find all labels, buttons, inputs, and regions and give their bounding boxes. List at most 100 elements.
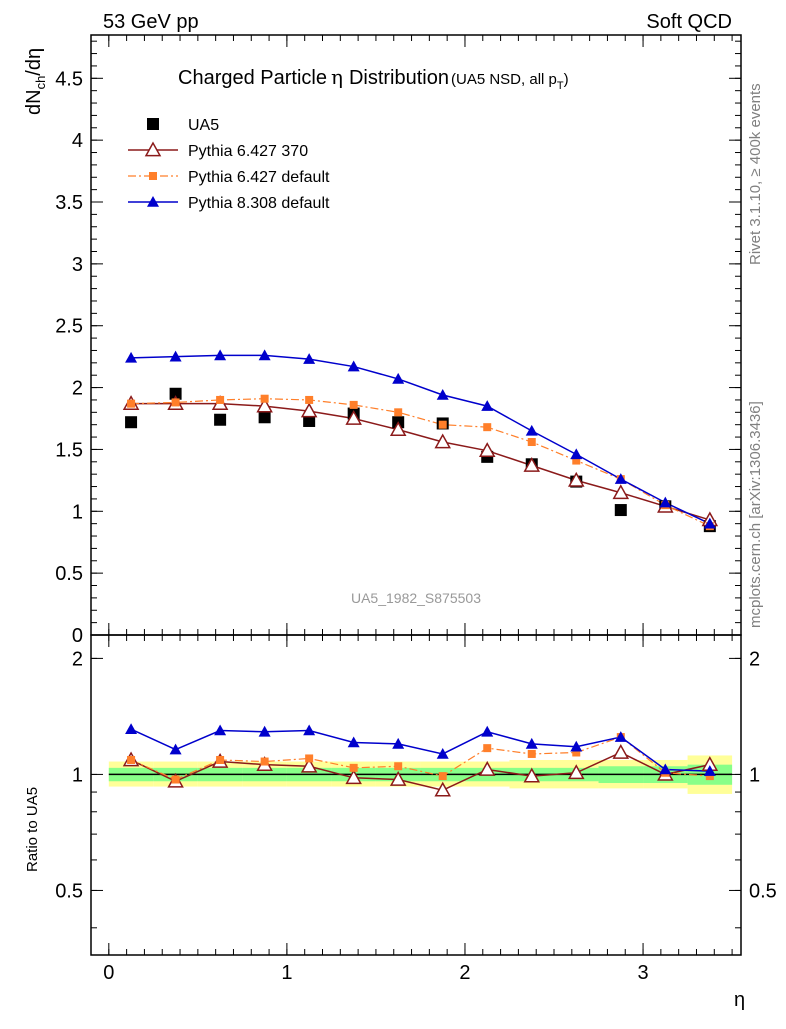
series-line xyxy=(131,354,711,525)
analysis-id-label: UA5_1982_S875503 xyxy=(351,590,481,606)
ratio-point xyxy=(171,775,180,784)
mc-point xyxy=(567,471,585,487)
title-dist: Distribution xyxy=(349,67,449,89)
ratio-point xyxy=(612,743,630,759)
ratio-point xyxy=(216,755,225,764)
mc-point xyxy=(436,389,449,400)
ratio-point xyxy=(483,744,492,753)
mc-point xyxy=(349,400,358,409)
ratio-point xyxy=(523,767,541,783)
mc-point xyxy=(256,397,273,413)
mc-point xyxy=(347,360,360,372)
rivet-version-label: Rivet 3.1.10, ≥ 400k events xyxy=(747,83,764,265)
ratio-point xyxy=(214,724,227,736)
data-point xyxy=(214,413,227,426)
mc-point xyxy=(438,420,447,429)
legend-label: Pythia 8.308 default xyxy=(188,195,330,212)
y-tick-label: 3 xyxy=(72,254,83,276)
ratio-frame xyxy=(90,634,742,956)
ratio-y-axis-label: Ratio to UA5 xyxy=(24,787,41,872)
ratio-y-tick-label-right: 1 xyxy=(749,764,760,786)
mc-point xyxy=(483,423,492,432)
ratio-point xyxy=(305,754,314,763)
ratio-y-tick-label-right: 2 xyxy=(749,648,760,670)
mcplots-label: mcplots.cern.ch [arXiv:1306.3436] xyxy=(747,401,764,628)
ratio-point xyxy=(260,757,269,766)
mc-point xyxy=(478,442,496,458)
title-eta: η xyxy=(331,65,343,89)
ratio-point xyxy=(300,757,318,773)
mc-point xyxy=(570,448,583,460)
y-axis-label: dNch/dη xyxy=(23,48,48,115)
mc-point xyxy=(614,473,627,484)
ratio-point xyxy=(614,731,627,742)
ratio-point xyxy=(703,765,716,776)
mc-point xyxy=(169,350,182,362)
title-subtitle-sub: T xyxy=(557,80,564,92)
ratio-series-line xyxy=(130,728,710,772)
title-subtitle: (UA5 NSD, all p xyxy=(451,71,557,88)
ratio-point xyxy=(127,755,136,764)
x-tick-label: 3 xyxy=(637,962,648,984)
ratio-point xyxy=(525,737,538,749)
ratio-y-tick-label: 2 xyxy=(72,648,83,670)
ratio-point xyxy=(389,770,407,786)
ratio-series-line xyxy=(130,736,710,781)
ratio-point xyxy=(438,772,447,781)
mc-point xyxy=(214,349,227,361)
y-tick-label: 3.5 xyxy=(55,192,83,214)
ratio-point xyxy=(659,763,672,775)
mc-point xyxy=(345,409,362,425)
ylabel-tail: /dη xyxy=(23,48,45,76)
mc-point xyxy=(523,456,541,472)
mc-point xyxy=(525,424,538,436)
legend-label: Pythia 6.427 370 xyxy=(188,143,308,160)
mc-point xyxy=(389,421,407,436)
ratio-point xyxy=(570,740,583,752)
ratio-point xyxy=(125,723,138,735)
legend-marker xyxy=(147,196,159,207)
ratio-point xyxy=(347,736,360,748)
ratio-y-tick-label: 0.5 xyxy=(55,880,83,902)
mc-point xyxy=(216,395,225,404)
ratio-series-line xyxy=(130,751,710,791)
ratio-point xyxy=(434,781,451,797)
mc-point xyxy=(125,351,138,363)
ratio-point xyxy=(258,725,271,737)
y-tick-label: 2.5 xyxy=(55,316,83,338)
mc-point xyxy=(300,402,318,418)
mc-point xyxy=(572,456,581,465)
x-tick-label: 2 xyxy=(459,962,470,984)
ratio-point xyxy=(572,748,581,757)
ratio-panel: 0 1 2 3 0.5 0.5 1 1 2 2 xyxy=(55,35,777,984)
main-panel: 0 0.5 1 1.5 2 2.5 3 3.5 4 4.5 xyxy=(55,34,742,647)
mc-point xyxy=(703,517,716,529)
mc-point xyxy=(258,349,271,361)
ratio-point xyxy=(478,760,496,776)
mc-point xyxy=(127,399,136,408)
ratio-y-tick-label: 1 xyxy=(72,764,83,786)
ratio-point xyxy=(567,764,585,780)
mc-point xyxy=(481,400,494,411)
mc-point xyxy=(171,398,180,407)
ratio-point xyxy=(481,725,494,737)
ratio-point xyxy=(527,749,536,758)
legend-label: UA5 xyxy=(188,117,219,134)
y-tick-label: 1.5 xyxy=(55,439,83,461)
x-tick-label: 1 xyxy=(281,962,292,984)
chart-title: Charged Particle η Distribution (UA5 NSD, a… xyxy=(178,65,569,92)
data-point xyxy=(169,387,182,400)
ratio-point xyxy=(345,769,362,785)
series-line xyxy=(131,402,711,521)
mc-point xyxy=(305,395,314,404)
y-tick-label: 4 xyxy=(72,130,83,152)
mc-point xyxy=(527,438,536,447)
ratio-y-tick-label-right: 0.5 xyxy=(749,880,777,902)
legend-marker xyxy=(144,141,162,157)
y-tick-label: 0.5 xyxy=(55,563,83,585)
y-tick-label: 2 xyxy=(72,378,83,400)
mc-point xyxy=(392,372,405,384)
ratio-point xyxy=(705,772,714,781)
title-main: Charged Particle xyxy=(178,67,327,89)
